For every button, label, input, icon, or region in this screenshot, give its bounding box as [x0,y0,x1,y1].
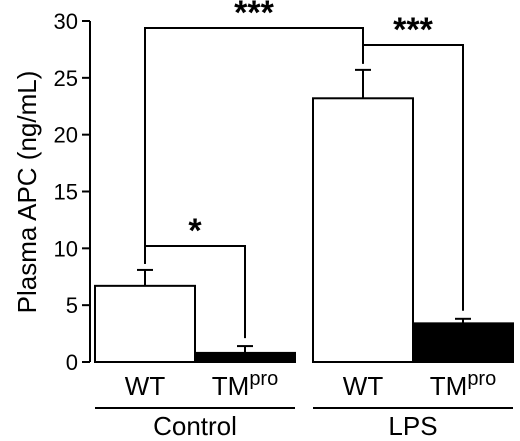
significance-label: * [188,212,202,250]
category-label: WT [343,371,384,401]
y-tick-label: 25 [54,66,78,91]
significance-brackets: **** *** [144,0,464,339]
bar [194,351,296,364]
category-label: TMpro [212,368,278,401]
y-tick-label: 15 [54,180,78,205]
bar [94,284,196,363]
bar [412,322,514,363]
significance-label: *** [234,0,274,32]
category-label: TMpro [430,368,496,401]
category-label-main: TM [212,371,250,401]
y-tick-label: 0 [66,350,78,375]
significance-bracket [362,44,464,311]
y-axis-label: Plasma APC (ng/mL) [12,71,42,314]
group-label: Control [153,411,237,441]
significance-label: *** [393,11,433,49]
bar [312,97,414,363]
y-tick-label: 10 [54,236,78,261]
group-label: LPS [388,411,437,441]
category-label: WT [125,371,166,401]
category-label-main: TM [430,371,468,401]
group-labels: Control LPS [95,407,513,441]
category-label-superscript: pro [249,368,278,390]
y-tick-label: 5 [66,293,78,318]
y-tick-label: 30 [54,9,78,34]
category-label-superscript: pro [467,368,496,390]
bars [94,68,514,364]
y-axis: 0 5 10 15 20 25 30 [54,9,91,375]
y-tick-label: 20 [54,123,78,148]
x-axis-labels: WT TMpro WT TMpro [125,368,496,401]
